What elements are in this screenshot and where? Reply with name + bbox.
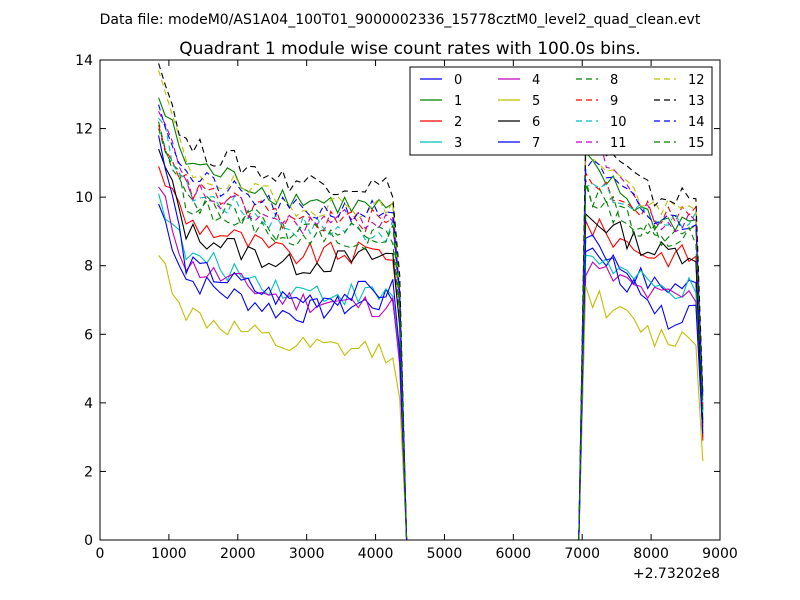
series-line-15 <box>158 121 704 540</box>
y-tick-label: 4 <box>84 396 93 412</box>
series-line-5 <box>158 255 704 540</box>
legend-label: 12 <box>688 73 705 88</box>
x-tick-label: 5000 <box>427 546 463 562</box>
y-tick-label: 8 <box>84 259 93 275</box>
legend-label: 4 <box>532 73 540 88</box>
series-line-0 <box>158 203 704 540</box>
x-tick-label: 7000 <box>564 546 600 562</box>
legend-label: 8 <box>610 73 618 88</box>
y-tick-label: 0 <box>84 533 93 549</box>
series-layer <box>158 63 704 540</box>
x-offset-label: +2.73202e8 <box>633 566 720 582</box>
axis-ticks: 0 1000 2000 3000 4000 5000 6000 7000 8000 9000 0 2 4… <box>75 53 738 562</box>
legend-box <box>409 66 713 156</box>
series-line-12 <box>158 70 704 540</box>
series-line-11 <box>158 111 704 540</box>
y-tick-label: 10 <box>75 190 93 206</box>
legend-label: 14 <box>688 115 705 130</box>
series-line-8 <box>158 128 704 540</box>
y-tick-label: 14 <box>75 53 93 69</box>
legend-label: 1 <box>454 94 462 109</box>
x-tick-label: 4000 <box>358 546 394 562</box>
series-line-13 <box>158 63 704 540</box>
chart-supertitle: Data file: modeM0/AS1A04_100T01_90000023… <box>100 12 701 28</box>
legend-label: 9 <box>610 94 618 109</box>
x-tick-label: 8000 <box>633 546 669 562</box>
x-tick-label: 0 <box>96 546 105 562</box>
series-line-4 <box>158 186 704 540</box>
series-line-1 <box>158 97 704 540</box>
legend-label: 7 <box>532 136 540 151</box>
x-tick-label: 2000 <box>220 546 256 562</box>
legend-label: 6 <box>532 115 540 130</box>
y-tick-label: 12 <box>75 122 93 138</box>
legend-label: 3 <box>454 136 462 151</box>
legend-label: 13 <box>688 94 705 109</box>
series-line-6 <box>158 148 704 540</box>
legend-label: 2 <box>454 115 462 130</box>
series-line-9 <box>158 124 704 540</box>
series-line-7 <box>158 135 704 540</box>
legend-label: 0 <box>454 73 462 88</box>
legend-label: 10 <box>610 115 627 130</box>
series-line-3 <box>158 193 704 540</box>
x-tick-label: 1000 <box>151 546 187 562</box>
y-tick-label: 2 <box>84 464 93 480</box>
series-line-14 <box>158 104 704 540</box>
plot-frame <box>99 59 721 541</box>
series-line-10 <box>158 117 704 540</box>
x-tick-label: 3000 <box>289 546 325 562</box>
legend-label: 5 <box>532 94 540 109</box>
chart-title: Quadrant 1 module wise count rates with … <box>179 39 640 59</box>
x-tick-label: 9000 <box>702 546 738 562</box>
legend-label: 11 <box>610 136 627 151</box>
legend-label: 15 <box>688 136 705 151</box>
x-tick-label: 6000 <box>496 546 532 562</box>
y-tick-label: 6 <box>84 327 93 343</box>
